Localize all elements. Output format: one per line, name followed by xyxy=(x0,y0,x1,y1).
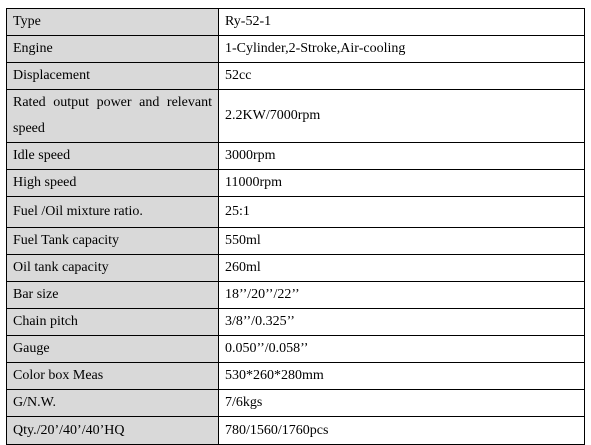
spec-value: 3/8’’/0.325’’ xyxy=(218,308,585,336)
spec-value: 0.050’’/0.058’’ xyxy=(218,335,585,363)
table-row: Idle speed 3000rpm xyxy=(6,142,585,170)
spec-value: 530*260*280mm xyxy=(218,362,585,390)
table-row: Fuel /Oil mixture ratio. 25:1 xyxy=(6,196,585,228)
table-row: Type Ry-52-1 xyxy=(6,8,585,36)
table-row: Bar size 18’’/20’’/22’’ xyxy=(6,281,585,309)
spec-label: Type xyxy=(6,8,219,36)
table-row: Fuel Tank capacity 550ml xyxy=(6,227,585,255)
spec-label: Fuel Tank capacity xyxy=(6,227,219,255)
table-row: High speed 11000rpm xyxy=(6,169,585,197)
spec-label: Chain pitch xyxy=(6,308,219,336)
spec-label: Oil tank capacity xyxy=(6,254,219,282)
spec-label: Idle speed xyxy=(6,142,219,170)
table-row: Chain pitch 3/8’’/0.325’’ xyxy=(6,308,585,336)
page: Type Ry-52-1 Engine 1-Cylinder,2-Stroke,Air… xyxy=(6,8,585,445)
spec-label: Color box Meas xyxy=(6,362,219,390)
spec-label: Gauge xyxy=(6,335,219,363)
spec-label: Bar size xyxy=(6,281,219,309)
spec-value: 25:1 xyxy=(218,196,585,228)
spec-label: Engine xyxy=(6,35,219,63)
table-row: Engine 1-Cylinder,2-Stroke,Air-cooling xyxy=(6,35,585,63)
table-row: Qty./20’/40’/40’HQ 780/1560/1760pcs xyxy=(6,416,585,445)
spec-value: 3000rpm xyxy=(218,142,585,170)
table-row: Displacement 52cc xyxy=(6,62,585,90)
table-row: Gauge 0.050’’/0.058’’ xyxy=(6,335,585,363)
table-row: Color box Meas 530*260*280mm xyxy=(6,362,585,390)
spec-value: 260ml xyxy=(218,254,585,282)
spec-value: 780/1560/1760pcs xyxy=(218,416,585,445)
spec-label: Rated output power and relevant speed xyxy=(6,89,219,143)
spec-table: Type Ry-52-1 Engine 1-Cylinder,2-Stroke,Air… xyxy=(6,8,585,445)
spec-label: High speed xyxy=(6,169,219,197)
spec-value: 2.2KW/7000rpm xyxy=(218,89,585,143)
spec-value: Ry-52-1 xyxy=(218,8,585,36)
spec-label: G/N.W. xyxy=(6,389,219,417)
spec-value: 52cc xyxy=(218,62,585,90)
spec-label: Qty./20’/40’/40’HQ xyxy=(6,416,219,445)
spec-value: 550ml xyxy=(218,227,585,255)
spec-value: 11000rpm xyxy=(218,169,585,197)
table-row: G/N.W. 7/6kgs xyxy=(6,389,585,417)
table-row: Rated output power and relevant speed 2.2… xyxy=(6,89,585,143)
spec-value: 1-Cylinder,2-Stroke,Air-cooling xyxy=(218,35,585,63)
spec-label: Fuel /Oil mixture ratio. xyxy=(6,196,219,228)
spec-label: Displacement xyxy=(6,62,219,90)
spec-value: 7/6kgs xyxy=(218,389,585,417)
table-row: Oil tank capacity 260ml xyxy=(6,254,585,282)
table-body: Type Ry-52-1 Engine 1-Cylinder,2-Stroke,Air… xyxy=(6,8,585,445)
spec-value: 18’’/20’’/22’’ xyxy=(218,281,585,309)
